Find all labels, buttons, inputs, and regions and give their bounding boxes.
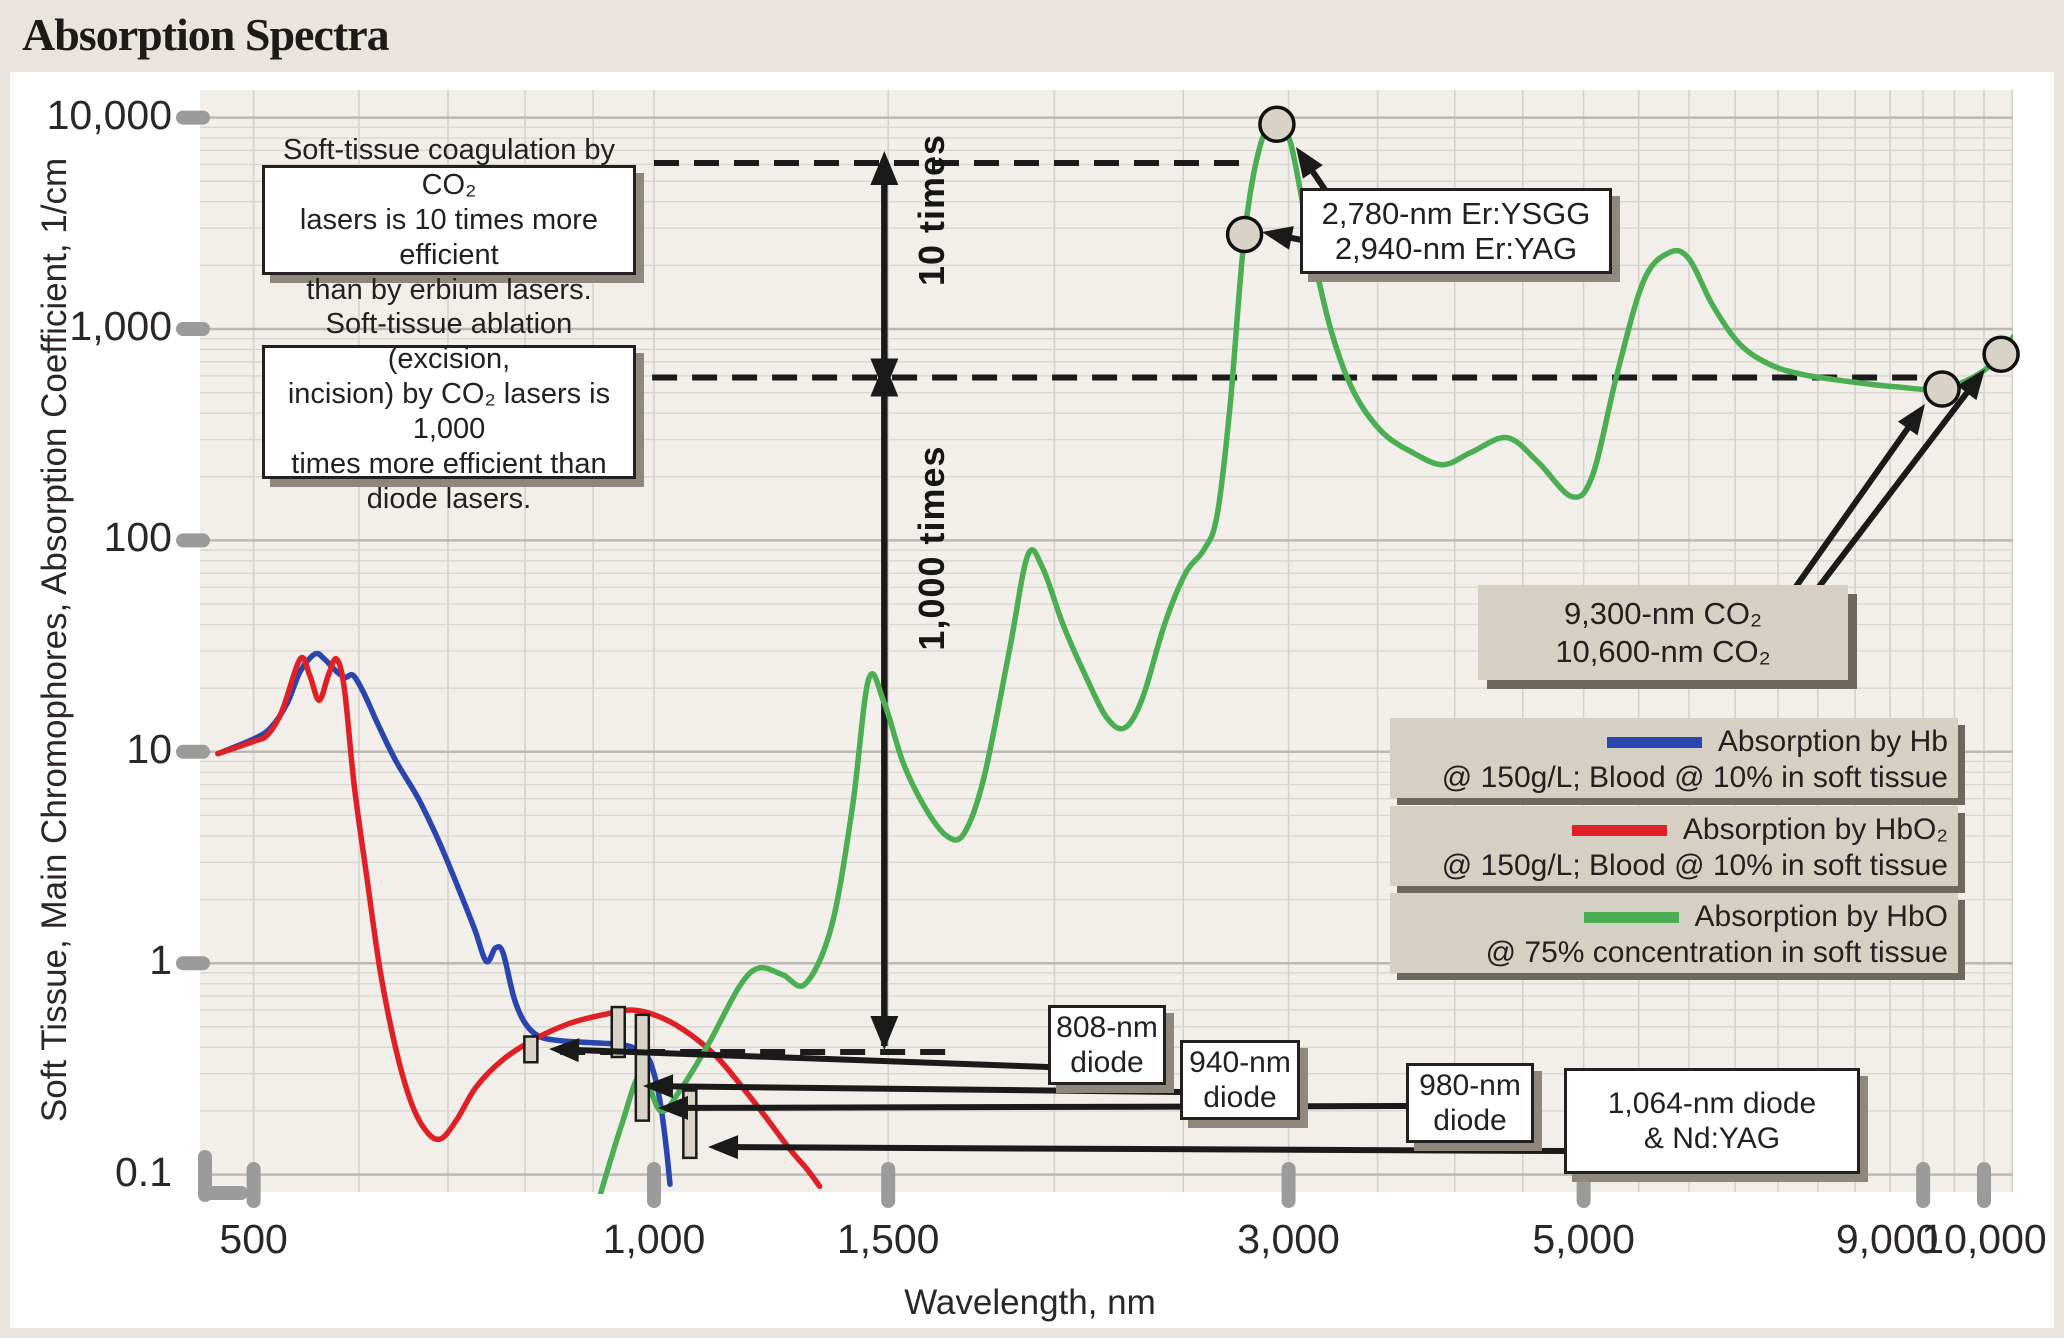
label-line: diode [1070, 1046, 1144, 1079]
connector-arrowhead [708, 1135, 739, 1160]
y-tick-label: 10,000 [46, 91, 172, 138]
label-line: 2,780-nm Er:YSGG [1321, 196, 1591, 231]
axis-corner-tick [198, 1186, 248, 1200]
y-tick-label: 100 [103, 514, 172, 561]
ratio-arrow [870, 150, 899, 1051]
x-tick-label: 5,000 [1532, 1216, 1635, 1262]
label-diode-980: 980-nm diode [1406, 1063, 1534, 1143]
x-axis-tick [647, 1162, 661, 1208]
x-tick-label: 3,000 [1237, 1216, 1340, 1262]
label-erbium-lasers: 2,780-nm Er:YSGG 2,940-nm Er:YAG [1300, 188, 1612, 274]
connector-arrowhead [549, 1038, 580, 1063]
legend-series-name: Absorption by HbO₂ [1682, 813, 1948, 846]
connector-line [1815, 389, 1970, 591]
hb-line-swatch [1606, 736, 1702, 748]
connector-arrowhead [1957, 369, 1985, 401]
legend-series-detail: @ 75% concentration in soft tissue [1485, 936, 1948, 969]
callout-line: Soft-tissue coagulation by CO₂ [282, 133, 616, 201]
label-line: 1,064-nm diode [1607, 1087, 1817, 1120]
connector-line [575, 1047, 1051, 1070]
connector-arrowhead [1897, 404, 1925, 436]
axis-ticks [176, 110, 1991, 1208]
label-line: & Nd:YAG [1643, 1122, 1781, 1155]
page-title: Absorption Spectra [22, 9, 390, 60]
x-axis-tick [1977, 1162, 1991, 1208]
x-tick-label: 9,000 [1835, 1216, 1939, 1262]
y-tick-label: 1,000 [69, 303, 172, 349]
connector-arrowhead [658, 1095, 688, 1120]
callout-line: diode lasers. [366, 483, 532, 515]
hbo2-curve [215, 654, 823, 1190]
callout-line: Soft-tissue ablation (excision, [325, 308, 573, 375]
diode-wavelength-bar [634, 1013, 651, 1122]
label-diode-940: 940-nm diode [1180, 1040, 1300, 1120]
hbo-line-swatch [1583, 911, 1679, 923]
label-line: 9,300-nm CO₂ [1563, 595, 1763, 631]
laser-point-marker [1982, 335, 2020, 373]
reference-lines [560, 159, 1939, 1056]
diode-wavelength-bar [523, 1035, 539, 1064]
ratio-label-10-times: 10 times [911, 133, 952, 287]
connector-arrowhead [1262, 226, 1294, 250]
label-diode-1064: 1,064-nm diode & Nd:YAG [1564, 1068, 1860, 1174]
legend-series-name: Absorption by HbO [1694, 900, 1948, 933]
laser-point-marker [1258, 105, 1296, 144]
y-axis-tick [176, 956, 210, 971]
y-axis-tick [176, 322, 210, 336]
x-axis-tick [881, 1162, 896, 1208]
label-line: 2,940-nm Er:YAG [1334, 231, 1578, 266]
callout-coagulation: Soft-tissue coagulation by CO₂ lasers is… [262, 134, 636, 306]
label-line: 940-nm [1189, 1046, 1291, 1079]
y-tick-label: 10 [126, 725, 172, 772]
legend-item-hb: Absorption by Hb @ 150g/L; Blood @ 10% i… [1390, 718, 1958, 798]
label-co2-lasers: 9,300-nm CO₂ 10,600-nm CO₂ [1478, 585, 1848, 680]
label-line: 980-nm [1419, 1069, 1521, 1102]
ratio-label-1000-times: 1,000 times [911, 445, 952, 651]
y-axis-tick [176, 110, 210, 125]
callout-line: than by erbium lasers. [306, 273, 592, 306]
callout-line: lasers is 10 times more efficient [299, 203, 599, 271]
label-line: 10,600-nm CO₂ [1555, 633, 1771, 669]
x-tick-label: 1,500 [836, 1216, 940, 1262]
connector-arrowhead [1296, 147, 1323, 179]
connector-line [734, 1144, 1567, 1154]
callout-line: times more efficient than [291, 448, 607, 480]
callout-ablation: Soft-tissue ablation (excision, incision… [262, 308, 636, 515]
connector-line [1792, 425, 1911, 591]
x-tick-label: 1,000 [602, 1216, 706, 1262]
label-line: diode [1203, 1081, 1277, 1114]
x-axis-tick [1281, 1162, 1296, 1208]
y-tick-label: 0.1 [115, 1148, 172, 1195]
x-axis-tick [1916, 1162, 1931, 1208]
label-line: diode [1433, 1104, 1507, 1137]
legend-item-hbo2: Absorption by HbO₂ @ 150g/L; Blood @ 10%… [1390, 806, 1958, 886]
y-axis-tick [176, 744, 210, 759]
y-axis-tick [176, 533, 210, 548]
legend-series-detail: @ 150g/L; Blood @ 10% in soft tissue [1441, 849, 1948, 882]
laser-point-marker [1225, 215, 1264, 254]
legend-series-name: Absorption by Hb [1717, 725, 1948, 758]
diode-wavelength-bar [610, 1005, 627, 1059]
callout-line: incision) by CO₂ lasers is 1,000 [287, 378, 611, 445]
laser-point-marker [1923, 370, 1961, 408]
hbo-curve [598, 121, 2013, 1194]
x-axis-title: Wavelength, nm [904, 1283, 1156, 1322]
label-diode-808: 808-nm diode [1048, 1005, 1166, 1085]
legend-series-detail: @ 150g/L; Blood @ 10% in soft tissue [1441, 761, 1948, 794]
y-tick-label: 1 [149, 937, 172, 984]
hbo2-line-swatch [1571, 824, 1667, 836]
label-line: 808-nm [1056, 1011, 1158, 1044]
x-tick-label: 500 [219, 1216, 288, 1262]
legend-item-hbo: Absorption by HbO @ 75% concentration in… [1390, 893, 1958, 973]
connector-arrowhead [643, 1074, 674, 1099]
connector-line [669, 1083, 1183, 1095]
x-axis-tick [246, 1162, 261, 1208]
x-tick-label: 10,000 [1921, 1216, 2047, 1262]
